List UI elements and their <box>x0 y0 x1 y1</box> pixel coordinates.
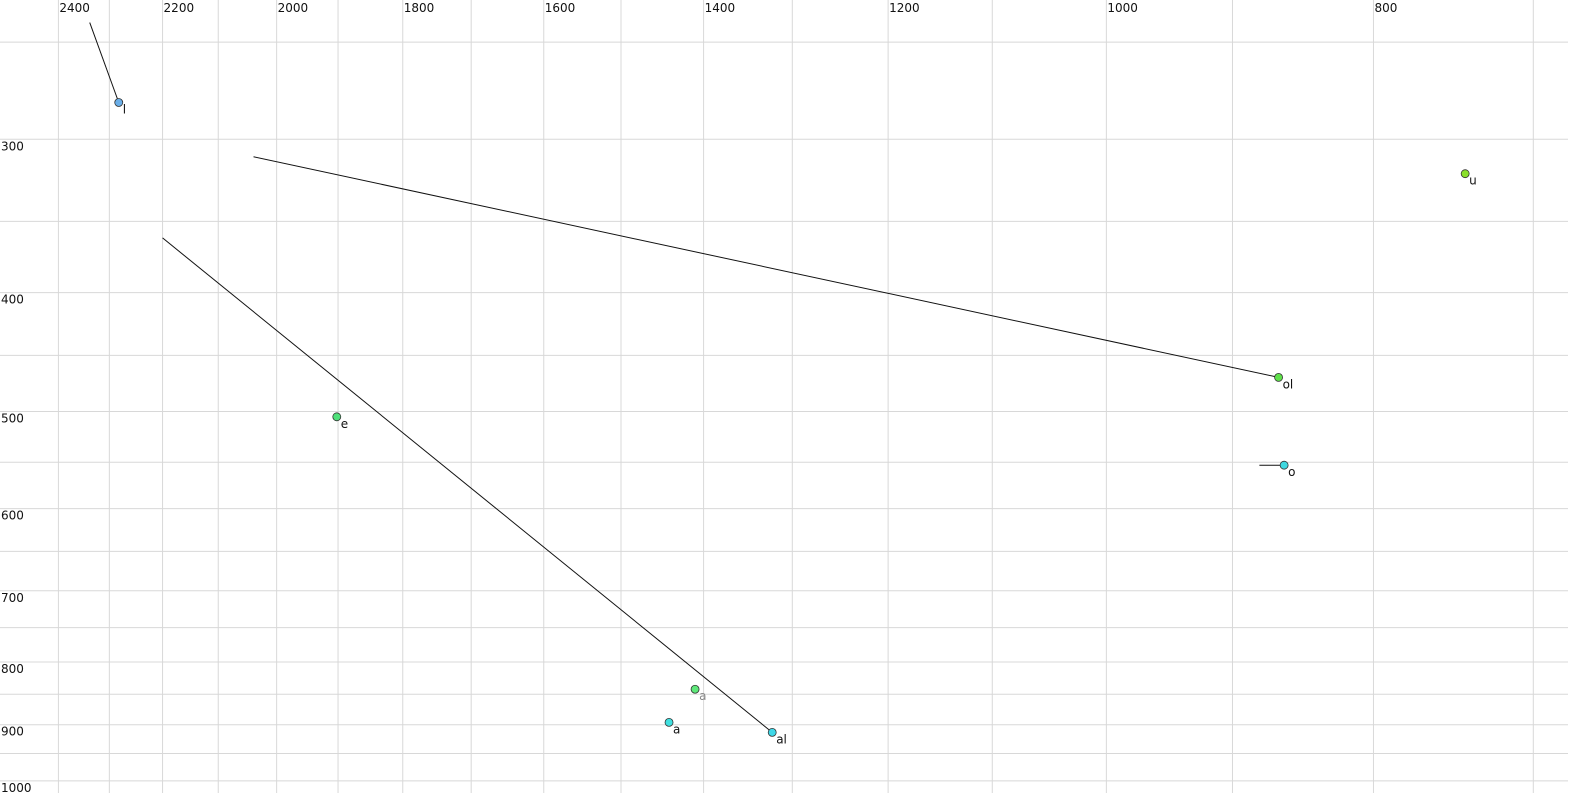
x-tick-label: 2200 <box>164 1 195 15</box>
x-tick-label: 800 <box>1374 1 1397 15</box>
x-tick-label: 1400 <box>705 1 736 15</box>
y-tick-label: 600 <box>1 509 24 523</box>
y-tick-label: 700 <box>1 591 24 605</box>
point <box>114 98 124 107</box>
trajectory <box>162 237 773 733</box>
trajectory <box>89 22 120 103</box>
x-tick-label: 1200 <box>889 1 920 15</box>
point-label: al <box>776 732 787 746</box>
point-label: ol <box>1283 377 1294 391</box>
x-tick-label: 1600 <box>545 1 576 15</box>
point <box>690 684 700 694</box>
x-tick-label: 2400 <box>59 1 90 15</box>
y-tick-label: 1000 <box>1 781 32 795</box>
y-tick-label: 400 <box>1 293 24 307</box>
x-tick-label: 1800 <box>404 1 435 15</box>
point-label: l <box>123 103 126 117</box>
trajectory <box>253 156 1279 378</box>
point-label: a <box>699 689 706 703</box>
point-label: u <box>1469 174 1477 188</box>
y-tick-label: 900 <box>1 725 24 739</box>
point-label: e <box>341 417 348 431</box>
point <box>1274 372 1283 382</box>
point-label: o <box>1288 465 1295 479</box>
point-label: a <box>673 722 680 736</box>
point <box>1460 169 1470 179</box>
point <box>332 412 342 422</box>
y-tick-label: 300 <box>1 139 24 153</box>
point <box>664 717 674 727</box>
x-tick-label: 1000 <box>1107 1 1138 15</box>
point <box>767 727 777 737</box>
point <box>1279 460 1289 470</box>
x-tick-label: 2000 <box>278 1 309 15</box>
y-tick-label: 800 <box>1 662 24 676</box>
y-tick-label: 500 <box>1 412 24 426</box>
